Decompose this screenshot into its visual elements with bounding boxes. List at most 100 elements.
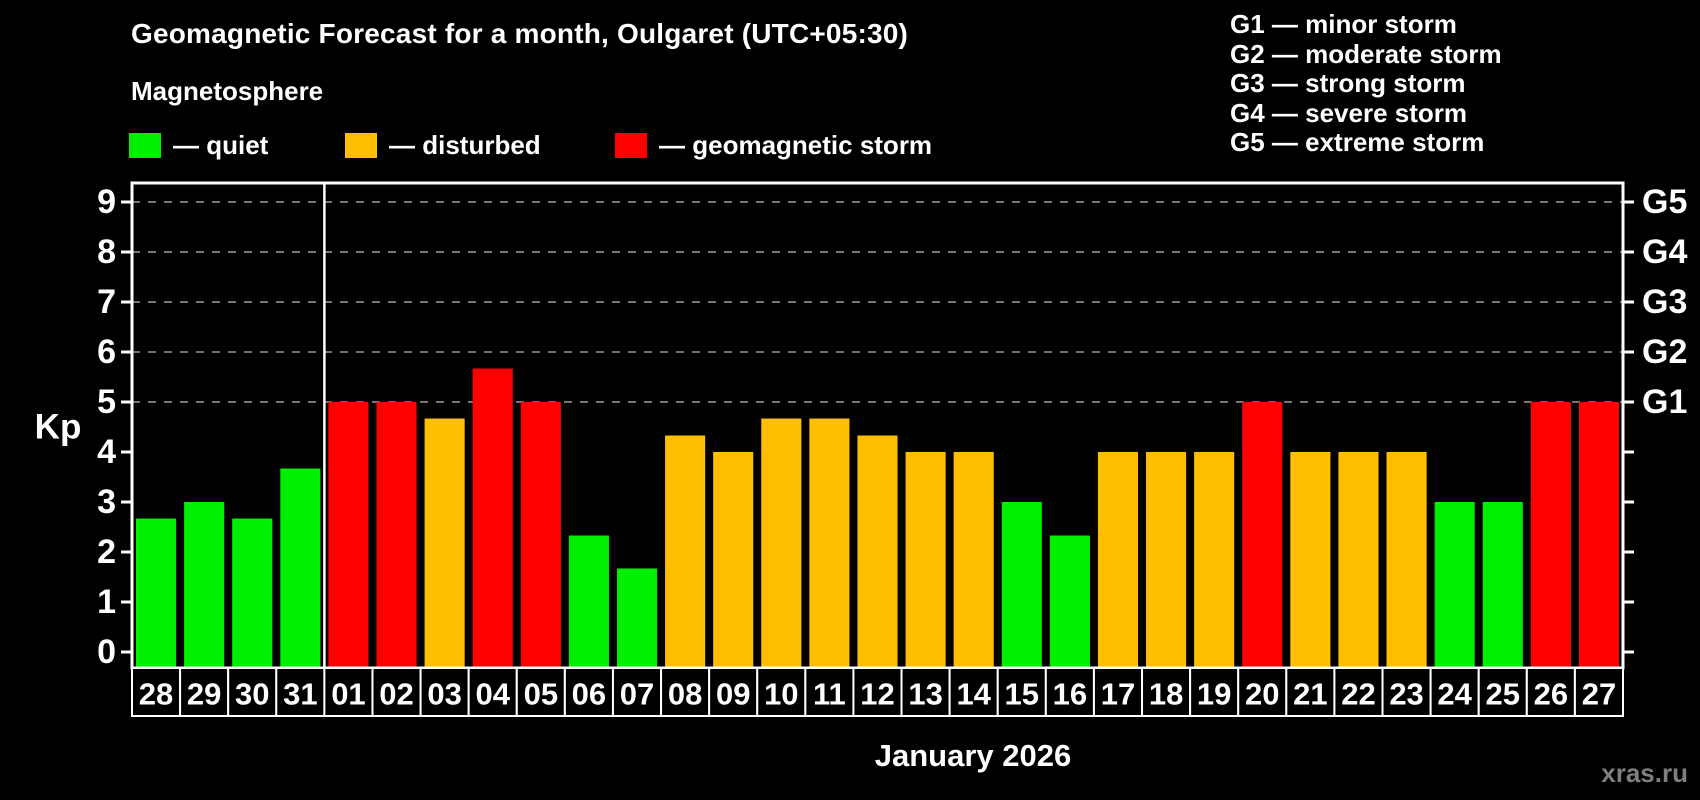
legend-label-quiet: — quiet [173, 130, 269, 160]
x-axis-day-cell-29 [179, 667, 230, 717]
y-tick-label-6: 6 [97, 333, 116, 371]
y-tick-label-1: 1 [97, 583, 116, 621]
x-axis-day-cell-21 [1285, 667, 1336, 717]
bar-day-28 [136, 518, 177, 668]
x-axis-day-label-01: 01 [331, 677, 365, 712]
bar-day-17 [1097, 452, 1139, 668]
x-axis-day-label-13: 13 [908, 677, 942, 712]
x-axis-day-cell-25 [1477, 667, 1528, 717]
bar-day-05 [520, 402, 561, 668]
x-axis-day-label-04: 04 [475, 677, 510, 712]
x-axis-day-label-10: 10 [764, 677, 798, 712]
g-axis-label-g3: G3 [1642, 283, 1687, 321]
y-tick-label-9: 9 [97, 183, 116, 221]
status-legend: — quiet — disturbed — geomagnetic storm [0, 130, 1700, 160]
x-axis-day-cell-09 [708, 667, 759, 717]
x-axis-day-label-06: 06 [572, 677, 606, 712]
x-axis-day-cell-01 [323, 667, 374, 717]
bar-day-20 [1242, 402, 1283, 668]
disturbed-color-swatch [345, 133, 377, 158]
x-axis-day-label-09: 09 [716, 677, 750, 712]
bar-day-07 [616, 568, 658, 668]
x-axis-day-cell-02 [371, 667, 422, 717]
legend-item-quiet: — quiet [129, 130, 268, 161]
storm-color-swatch [615, 133, 647, 158]
bar-day-12 [857, 435, 898, 668]
x-axis-day-label-20: 20 [1245, 677, 1279, 712]
x-axis-day-label-27: 27 [1582, 677, 1616, 712]
g-legend-line-g2: G2 — moderate storm [1230, 38, 1502, 69]
x-axis-day-label-25: 25 [1486, 677, 1520, 712]
x-axis-day-cell-06 [563, 667, 614, 717]
y-tick-label-0: 0 [97, 633, 116, 671]
x-axis-day-label-22: 22 [1341, 677, 1375, 712]
bar-day-19 [1194, 452, 1235, 668]
x-axis-day-label-28: 28 [139, 677, 173, 712]
x-axis-day-cell-30 [227, 667, 278, 717]
bar-day-03 [424, 418, 465, 668]
bar-day-29 [184, 502, 225, 668]
x-axis-day-label-12: 12 [860, 677, 894, 712]
y-tick-label-7: 7 [97, 283, 116, 321]
y-tick-label-4: 4 [97, 433, 116, 471]
watermark-xras: xras.ru [1601, 758, 1688, 788]
quiet-color-swatch [129, 133, 161, 158]
bar-day-02 [376, 402, 417, 668]
y-tick-label-2: 2 [97, 533, 116, 571]
bar-day-16 [1049, 535, 1090, 668]
g-legend-line-g5: G5 — extreme storm [1230, 127, 1485, 157]
y-axis-title-kp: Kp [35, 408, 82, 447]
g-axis-label-g4: G4 [1642, 233, 1687, 271]
g-axis-label-g1: G1 [1642, 383, 1687, 421]
x-axis-day-label-29: 29 [187, 677, 221, 712]
bar-day-09 [713, 452, 754, 668]
g-axis-label-g2: G2 [1642, 333, 1687, 371]
chart-subtitle: Magnetosphere [131, 76, 324, 106]
bar-day-11 [809, 418, 850, 668]
x-axis-month-label: January 2026 [874, 738, 1072, 773]
y-tick-label-5: 5 [97, 383, 116, 421]
bar-day-31 [280, 468, 321, 668]
bar-day-24 [1434, 502, 1475, 668]
y-tick-label-3: 3 [97, 483, 116, 521]
bar-day-15 [1001, 502, 1042, 668]
legend-item-disturbed: — disturbed [345, 130, 541, 161]
legend-item-storm: — geomagnetic storm [615, 130, 932, 161]
x-axis-day-cell-18 [1141, 667, 1192, 717]
x-axis-day-cell-13 [900, 667, 951, 717]
g-axis-label-g5: G5 [1642, 183, 1687, 221]
bar-day-01 [328, 402, 369, 668]
x-axis-day-label-19: 19 [1197, 677, 1231, 712]
bar-day-08 [665, 435, 706, 668]
x-axis-day-label-15: 15 [1005, 677, 1039, 712]
x-axis-day-cell-04 [467, 667, 518, 717]
bar-day-21 [1290, 452, 1331, 668]
x-axis-day-label-07: 07 [620, 677, 654, 712]
bar-day-06 [568, 535, 609, 668]
bar-day-30 [232, 518, 273, 668]
x-axis-day-label-23: 23 [1389, 677, 1423, 712]
g-legend-line-g1: G1 — minor storm [1230, 9, 1457, 39]
bar-day-23 [1386, 452, 1427, 668]
x-axis-day-label-16: 16 [1053, 677, 1087, 712]
x-axis-day-cell-27 [1573, 667, 1624, 717]
bar-day-13 [905, 452, 946, 668]
x-axis-day-label-18: 18 [1149, 677, 1183, 712]
bar-day-10 [761, 418, 802, 668]
chart-title: Geomagnetic Forecast for a month, Oulgar… [131, 18, 909, 49]
x-axis-day-label-31: 31 [283, 677, 317, 712]
bar-day-27 [1578, 402, 1619, 668]
legend-label-disturbed: — disturbed [389, 130, 541, 160]
x-axis-day-label-17: 17 [1101, 677, 1135, 712]
x-axis-day-label-03: 03 [427, 677, 461, 712]
bar-day-04 [472, 368, 513, 668]
x-axis-day-label-08: 08 [668, 677, 702, 712]
x-axis-day-cell-11 [804, 667, 855, 717]
x-axis-day-label-24: 24 [1437, 677, 1472, 712]
bar-day-14 [953, 452, 994, 668]
g-legend-line-g4: G4 — severe storm [1230, 97, 1468, 128]
legend-label-storm: — geomagnetic storm [659, 130, 933, 160]
x-axis-day-cell-12 [852, 667, 903, 717]
